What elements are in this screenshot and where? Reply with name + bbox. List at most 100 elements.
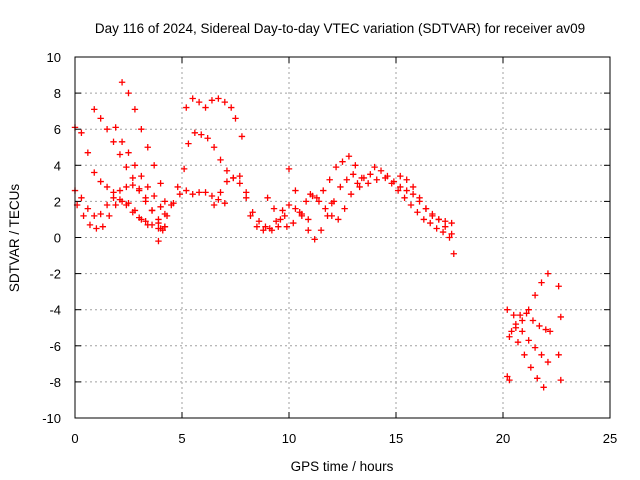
x-tick-label: 25 <box>603 431 617 446</box>
data-point <box>168 201 175 209</box>
data-point <box>155 237 162 245</box>
data-point <box>290 219 297 227</box>
data-point <box>255 218 263 225</box>
data-point <box>125 200 132 207</box>
data-point <box>262 223 269 230</box>
y-tick-label: -4 <box>49 303 61 318</box>
data-point <box>298 212 306 220</box>
data-point <box>540 384 547 391</box>
data-point <box>118 138 126 146</box>
series-s3 <box>73 198 151 232</box>
data-point <box>448 230 455 238</box>
data-point <box>161 223 169 230</box>
data-point <box>442 223 449 230</box>
data-point <box>144 221 151 229</box>
data-point <box>144 144 151 151</box>
data-point <box>157 225 164 232</box>
series-s17 <box>371 163 455 238</box>
data-point <box>91 169 98 176</box>
data-point <box>110 189 117 196</box>
data-point <box>285 201 293 209</box>
data-point <box>504 306 511 313</box>
data-point <box>217 156 224 164</box>
data-point <box>307 190 314 198</box>
data-point <box>337 183 344 191</box>
plot-area-frame <box>74 56 611 419</box>
y-tick-label: 0 <box>54 231 61 246</box>
data-point <box>525 337 532 344</box>
data-point <box>531 344 539 351</box>
series-s8 <box>155 165 188 245</box>
data-point <box>292 187 299 194</box>
x-tick-label: 0 <box>71 431 78 446</box>
data-point <box>116 187 124 194</box>
data-point <box>394 187 402 194</box>
data-point <box>397 183 404 191</box>
data-point <box>275 223 282 230</box>
data-point <box>416 194 423 201</box>
y-tick-label: -6 <box>49 339 61 354</box>
data-point <box>238 133 246 140</box>
data-point <box>131 106 139 113</box>
data-point <box>138 126 145 133</box>
y-tick-label: 8 <box>54 86 61 101</box>
data-point <box>373 176 380 183</box>
data-point <box>508 328 515 335</box>
data-point <box>189 95 196 102</box>
data-point <box>328 212 335 220</box>
data-point <box>407 201 415 209</box>
data-point <box>97 178 104 185</box>
data-point <box>341 205 348 212</box>
data-point <box>512 320 520 328</box>
data-point <box>163 212 171 220</box>
y-tick-label: -8 <box>49 375 61 390</box>
data-point <box>285 165 293 173</box>
series-s15 <box>307 153 372 201</box>
data-point <box>191 129 199 137</box>
data-point <box>555 351 562 359</box>
x-axis-label: GPS time / hours <box>291 459 394 474</box>
data-point <box>103 126 111 133</box>
data-point <box>131 207 139 214</box>
data-point <box>112 124 119 131</box>
data-point <box>125 89 132 97</box>
data-point <box>118 198 126 205</box>
data-point <box>270 205 278 212</box>
data-point <box>202 104 209 111</box>
data-point <box>523 310 530 317</box>
data-point <box>223 178 231 185</box>
data-point <box>510 311 517 319</box>
y-tick-label: 4 <box>54 158 61 173</box>
data-point <box>129 181 136 189</box>
data-point <box>544 358 552 366</box>
data-point <box>217 189 224 196</box>
data-point <box>208 97 216 104</box>
data-point <box>529 317 537 324</box>
data-point <box>215 95 222 102</box>
data-point <box>538 351 545 359</box>
y-axis-label: SDTVAR / TECUs <box>7 184 22 293</box>
data-point <box>210 144 218 151</box>
data-point <box>157 203 164 211</box>
data-point <box>136 187 143 194</box>
data-point <box>546 328 554 335</box>
data-point <box>103 201 111 209</box>
data-point <box>150 162 158 169</box>
data-point <box>305 216 312 223</box>
data-point <box>183 104 190 111</box>
data-point <box>538 279 545 286</box>
data-point <box>354 180 361 187</box>
data-point <box>272 218 280 225</box>
data-point <box>516 311 524 319</box>
data-point <box>223 167 231 174</box>
data-point <box>247 212 254 220</box>
series-s6 <box>112 124 169 218</box>
data-point <box>84 149 92 156</box>
data-point <box>125 149 132 156</box>
data-point <box>433 225 440 232</box>
data-point <box>221 200 228 207</box>
data-point <box>439 228 447 236</box>
data-point <box>123 183 130 191</box>
data-point <box>138 216 145 223</box>
